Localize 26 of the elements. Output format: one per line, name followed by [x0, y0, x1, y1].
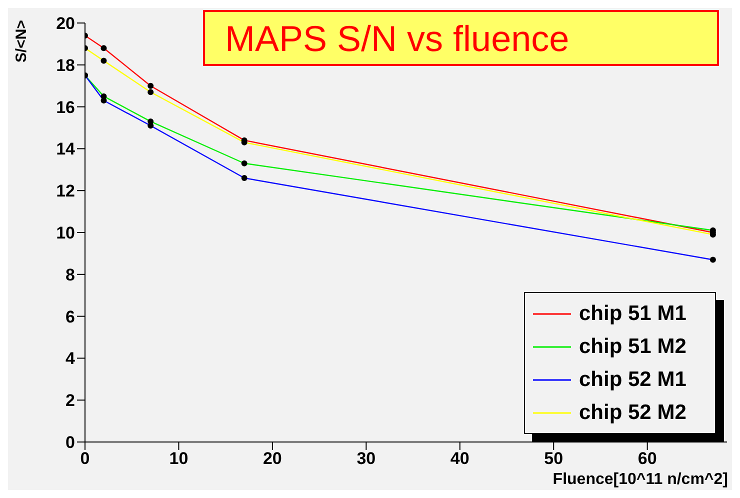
y-tick-label: 16: [56, 98, 75, 117]
legend-label: chip 52 M1: [579, 368, 686, 392]
x-tick-label: 10: [169, 449, 188, 468]
legend-label: chip 52 M2: [579, 400, 686, 424]
y-tick-label: 4: [66, 349, 76, 368]
y-tick-label: 14: [56, 140, 76, 159]
x-axis-title: Fluence[10^11 n/cm^2]: [552, 471, 728, 489]
y-tick-label: 2: [66, 391, 75, 410]
legend-label: chip 51 M1: [579, 302, 686, 326]
title-box: MAPS S/N vs fluence: [203, 10, 719, 66]
y-tick-label: 20: [56, 14, 75, 34]
x-tick-label: 50: [544, 449, 564, 468]
legend-label: chip 51 M2: [579, 334, 686, 358]
chart-title: MAPS S/N vs fluence: [225, 18, 570, 60]
y-tick-label: 10: [56, 224, 75, 243]
x-tick-label: 30: [356, 449, 376, 468]
x-tick-label: 40: [450, 449, 470, 468]
y-tick-label: 18: [56, 56, 75, 75]
x-tick-label: 20: [262, 449, 282, 468]
y-axis-title: S/<N>: [13, 20, 30, 63]
x-tick-label: 60: [638, 449, 657, 468]
x-tick-label: 0: [80, 449, 90, 468]
y-tick-label: 8: [66, 265, 75, 284]
y-tick-label: 0: [66, 433, 75, 452]
y-tick-label: 6: [66, 307, 75, 326]
y-tick-label: 12: [56, 182, 75, 201]
